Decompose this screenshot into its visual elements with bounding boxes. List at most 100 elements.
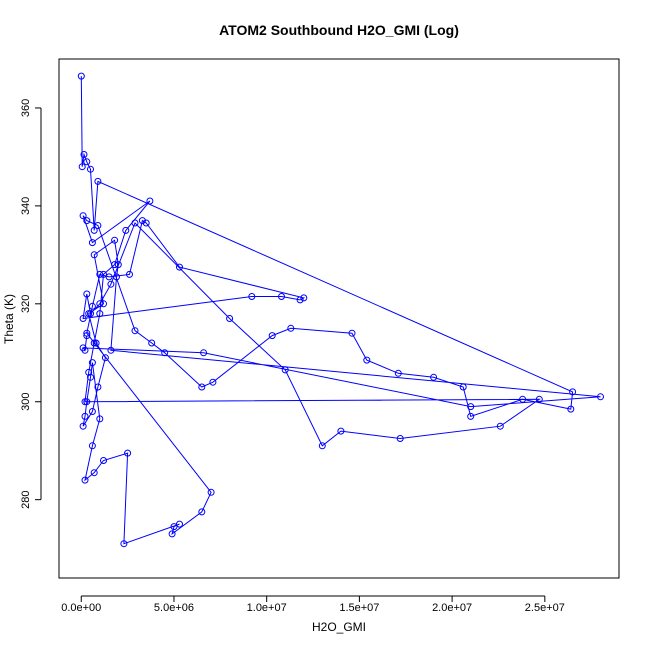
- data-point: [79, 212, 87, 220]
- y-axis: 280 300 320 340 360: [20, 99, 42, 509]
- data-point: [126, 270, 133, 278]
- data-point: [80, 151, 88, 158]
- data-point: [122, 226, 130, 234]
- data-point: [83, 290, 91, 298]
- data-point: [81, 346, 89, 354]
- data-point: [100, 300, 107, 308]
- data-point: [348, 329, 356, 337]
- data-point: [287, 324, 295, 332]
- data-point: [138, 217, 146, 225]
- data-point: [77, 72, 85, 80]
- data-point: [88, 239, 96, 247]
- data-point: [430, 373, 438, 381]
- data-point: [94, 383, 102, 391]
- data-point: [209, 378, 217, 386]
- data-point: [85, 310, 93, 318]
- x-axis-label: H2O_GMI: [312, 620, 366, 634]
- data-point: [226, 315, 234, 322]
- x-axis: 0.0e+00 5.0e+06 1.0e+07 1.5e+07 2.0e+07 2.5e+…: [61, 595, 565, 614]
- data-point: [114, 261, 122, 269]
- data-point: [79, 422, 87, 430]
- data-point: [96, 415, 104, 423]
- y-tick-label: 280: [20, 490, 32, 508]
- data-point: [101, 354, 109, 362]
- y-tick-label: 340: [20, 197, 32, 215]
- data-point: [148, 339, 156, 347]
- data-point: [90, 226, 98, 234]
- data-point: [100, 270, 107, 278]
- data-point: [94, 177, 102, 185]
- y-tick-label: 360: [20, 99, 32, 117]
- data-point: [96, 310, 104, 318]
- chart-title: ATOM2 Southbound H2O_GMI (Log): [219, 22, 459, 38]
- data-point: [300, 294, 308, 302]
- data-point: [83, 332, 91, 340]
- data-point: [142, 219, 150, 227]
- data-point: [87, 373, 94, 381]
- data-point: [597, 393, 604, 401]
- data-point: [83, 217, 91, 225]
- plot-frame: [58, 58, 620, 579]
- data-point: [467, 403, 475, 411]
- data-point: [459, 383, 467, 391]
- data-point: [176, 520, 183, 528]
- series-points-group: [77, 72, 604, 548]
- x-tick-label: 0.0e+00: [61, 602, 101, 614]
- data-point: [79, 315, 87, 322]
- data-point: [90, 469, 98, 477]
- data-point: [90, 251, 98, 259]
- data-point: [83, 329, 91, 337]
- data-point: [124, 449, 132, 457]
- data-point: [131, 219, 139, 227]
- y-tick-label: 320: [20, 295, 32, 313]
- data-point: [96, 300, 104, 308]
- data-point: [107, 280, 115, 288]
- data-point: [198, 508, 206, 516]
- data-point: [519, 395, 527, 403]
- data-point: [146, 197, 154, 205]
- data-point: [78, 163, 86, 171]
- data-point: [100, 457, 107, 464]
- data-point: [337, 427, 345, 435]
- data-point: [496, 422, 504, 430]
- data-point: [394, 369, 402, 377]
- data-point: [168, 530, 176, 538]
- data-point: [296, 296, 304, 304]
- data-point: [131, 327, 139, 335]
- x-tick-label: 2.0e+07: [432, 602, 472, 614]
- data-point: [88, 442, 96, 450]
- data-point: [81, 476, 89, 484]
- x-tick-label: 1.0e+07: [247, 602, 287, 614]
- data-point: [161, 349, 169, 357]
- data-point: [88, 359, 96, 367]
- data-point: [90, 339, 98, 347]
- data-point: [467, 412, 475, 420]
- data-point: [170, 523, 178, 531]
- data-point: [113, 273, 120, 281]
- data-point: [281, 366, 289, 374]
- data-point: [105, 273, 113, 281]
- data-point: [83, 158, 91, 166]
- data-point: [83, 398, 91, 406]
- data-point: [107, 346, 115, 354]
- data-point: [111, 236, 119, 244]
- data-point: [569, 388, 577, 396]
- data-point: [318, 442, 326, 450]
- data-point: [94, 222, 102, 229]
- data-point: [111, 261, 119, 269]
- data-point: [120, 540, 128, 548]
- x-tick-label: 2.5e+07: [525, 602, 565, 614]
- series-line: [80, 76, 601, 545]
- x-tick-label: 5.0e+06: [154, 602, 194, 614]
- data-point: [396, 435, 404, 442]
- y-axis-label: Theta (K): [2, 294, 16, 344]
- data-point: [176, 263, 183, 271]
- data-point: [268, 332, 276, 340]
- x-tick-label: 1.5e+07: [339, 602, 379, 614]
- data-point: [567, 405, 575, 413]
- y-tick-label: 300: [20, 393, 32, 411]
- data-point: [96, 270, 104, 278]
- series-line-group: [80, 76, 601, 545]
